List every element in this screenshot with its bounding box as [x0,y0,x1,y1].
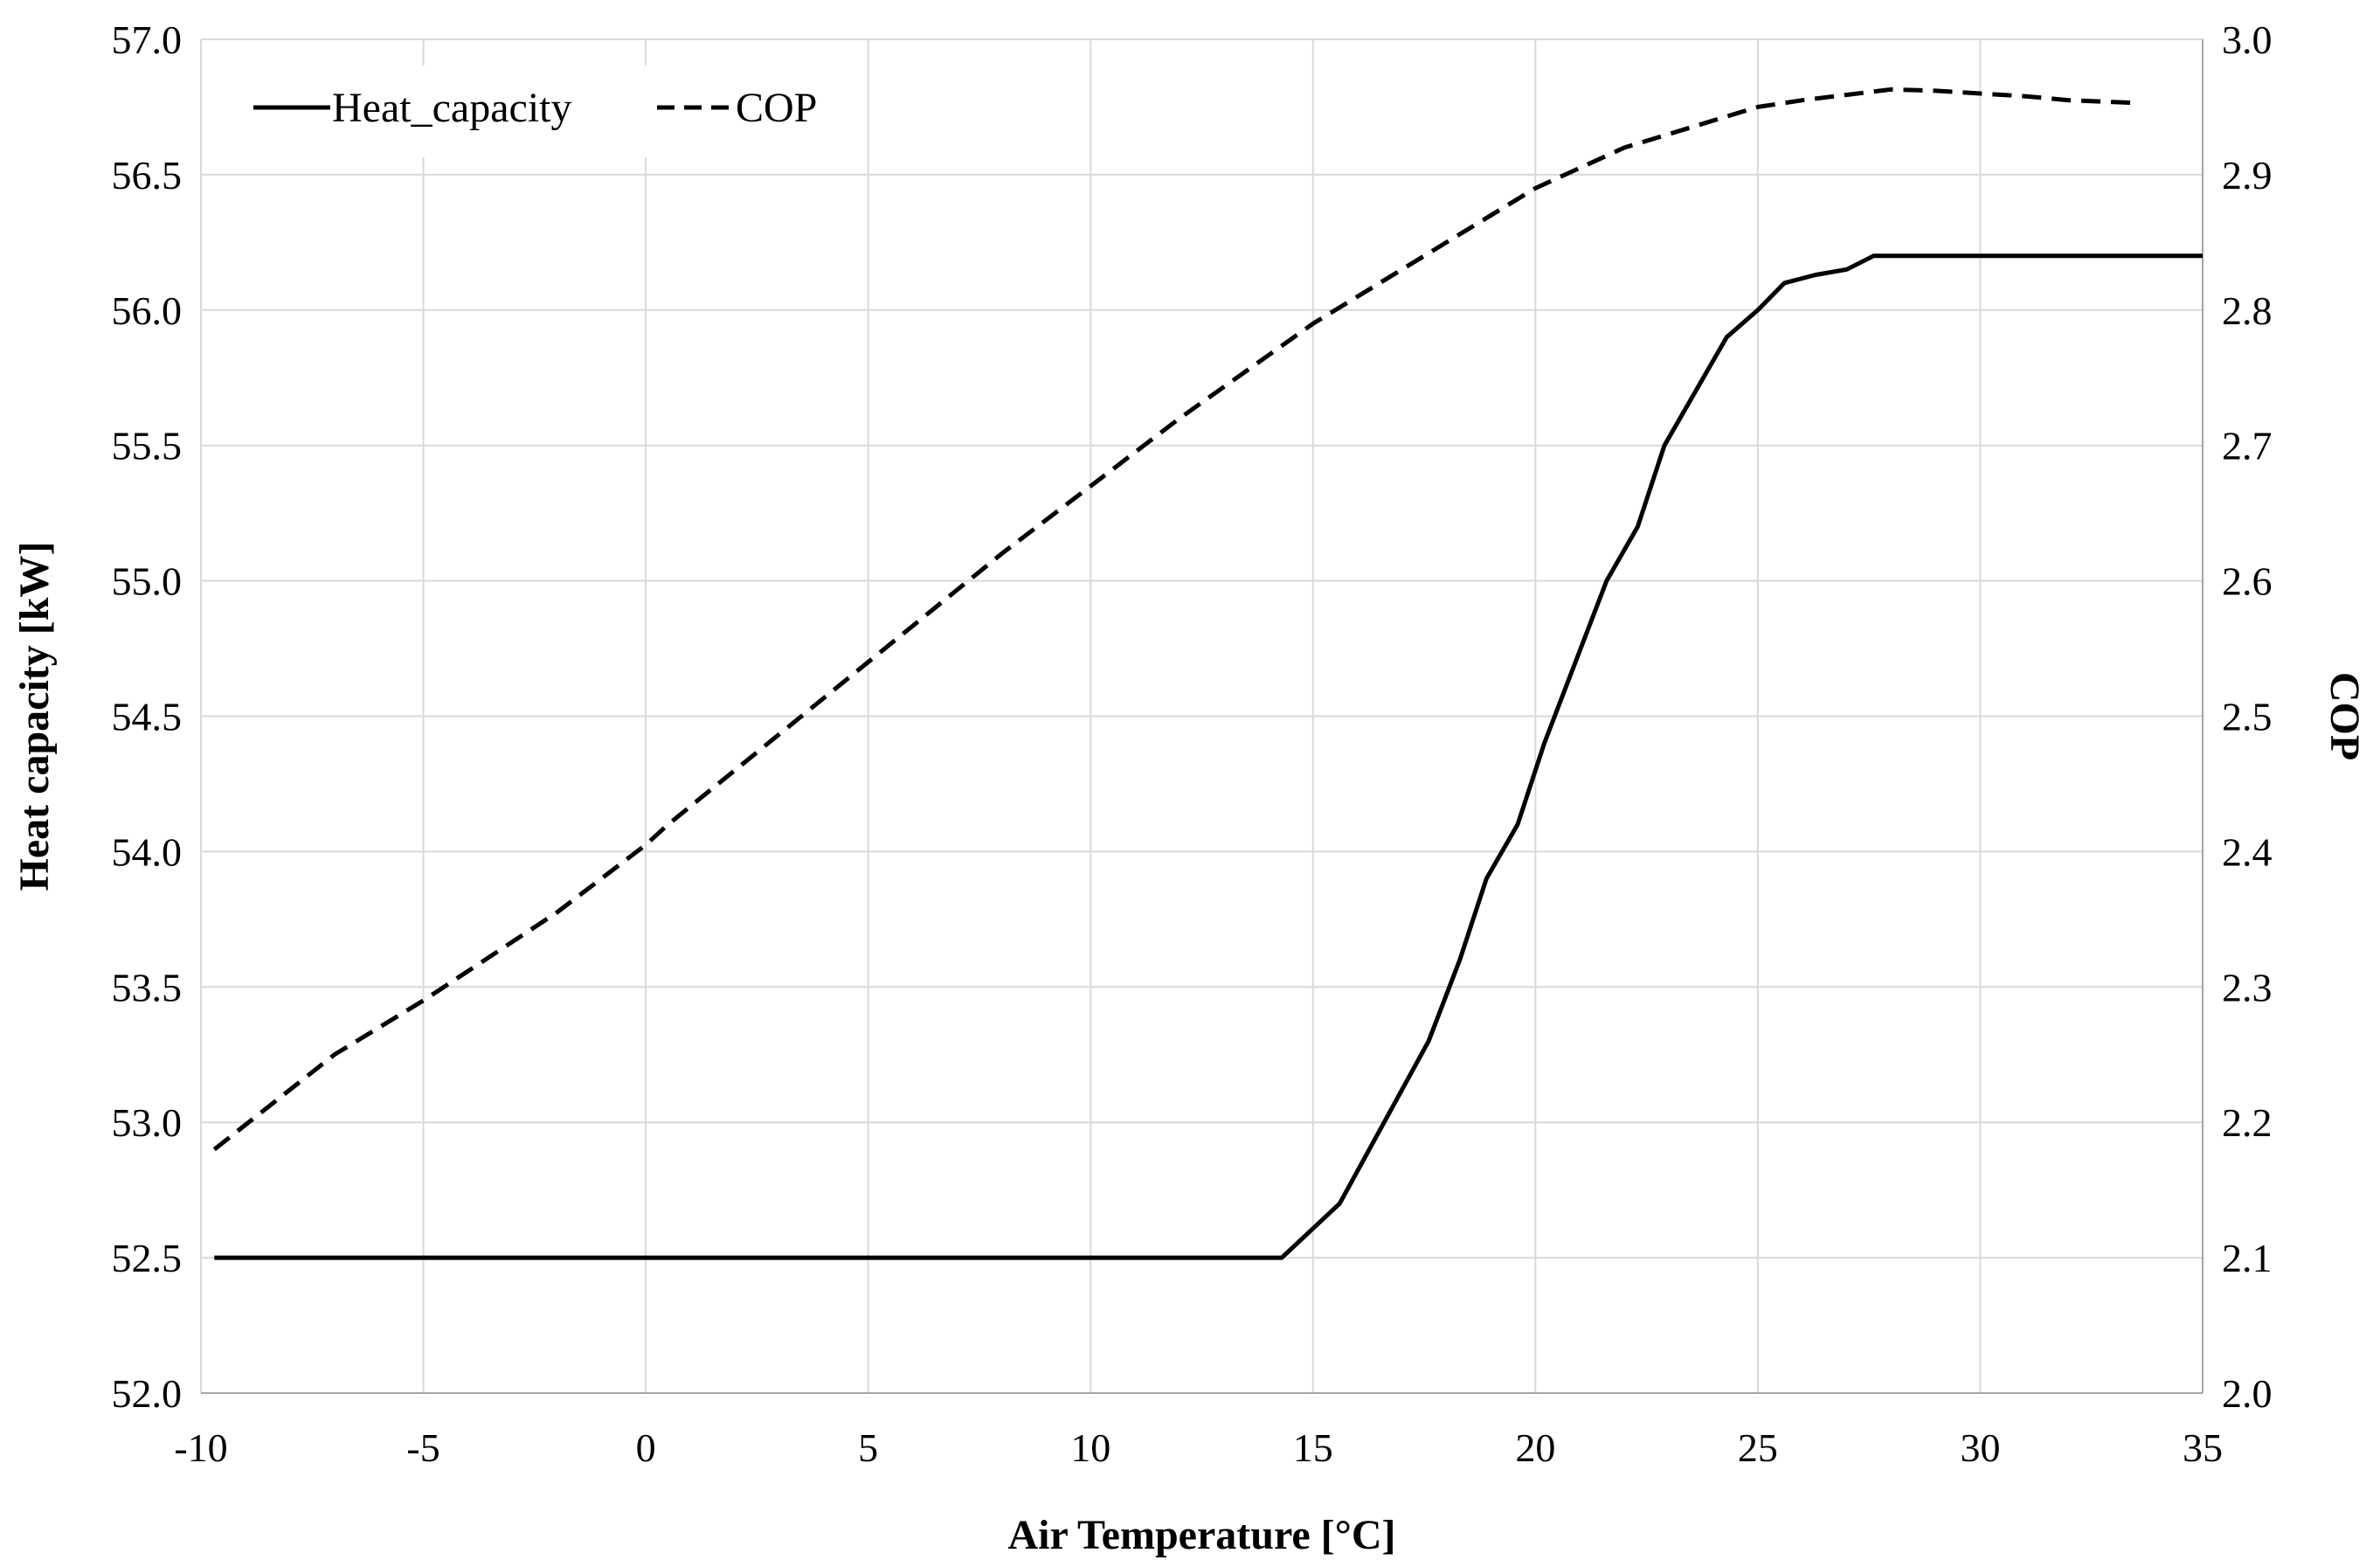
y-tick-label: 53.5 [112,965,183,1009]
y-tick-label: 52.5 [112,1236,183,1280]
y-tick-label: 56.5 [112,153,183,198]
y-tick-label: 57.0 [112,17,183,62]
y2-tick-label: 2.3 [2222,965,2273,1009]
x-tick-label: 20 [1515,1425,1555,1470]
x-tick-label: 5 [858,1425,878,1470]
y2-tick-label: 2.2 [2222,1100,2273,1145]
y2-tick-label: 2.1 [2222,1236,2273,1280]
y-axis-title: Heat capacity [kW] [11,542,58,891]
x-tick-label: 10 [1070,1425,1110,1470]
grid [200,38,2204,1394]
x-tick-label: 25 [1738,1425,1778,1470]
y2-tick-label: 2.7 [2222,424,2273,468]
tick-labels: 52.052.553.053.554.054.555.055.556.056.5… [112,17,2273,1470]
y-tick-label: 54.5 [112,695,183,739]
y2-tick-label: 2.6 [2222,559,2273,604]
series-line-heat-capacity [214,253,2203,1260]
y2-axis-title: COP [2321,672,2368,760]
y2-tick-label: 2.8 [2222,288,2273,333]
y2-tick-label: 2.0 [2222,1371,2273,1416]
series-line-cop [212,87,2136,1152]
x-tick-label: 35 [2183,1425,2223,1470]
x-tick-label: -10 [174,1425,227,1470]
legend-label-cop: COP [736,85,817,131]
axes [201,39,2204,1394]
y2-tick-label: 2.9 [2222,153,2273,198]
y-tick-label: 52.0 [112,1371,183,1416]
x-tick-label: -5 [406,1425,439,1470]
x-axis-title: Air Temperature [°C] [1007,1512,1395,1558]
y-tick-label: 53.0 [112,1100,183,1145]
x-tick-label: 30 [1960,1425,2000,1470]
y2-tick-label: 2.5 [2222,695,2273,739]
y-tick-label: 54.0 [112,829,183,874]
y2-tick-label: 3.0 [2222,17,2273,62]
legend-background [236,66,856,157]
y-tick-label: 56.0 [112,288,183,333]
y2-tick-label: 2.4 [2222,829,2273,874]
x-tick-label: 0 [636,1425,656,1470]
legend-label-heat-capacity: Heat_capacity [332,85,572,131]
x-tick-label: 15 [1293,1425,1333,1470]
y-tick-label: 55.5 [112,424,183,468]
y-tick-label: 55.0 [112,559,183,604]
legend: Heat_capacity COP [236,66,856,157]
series-lines [212,87,2203,1260]
